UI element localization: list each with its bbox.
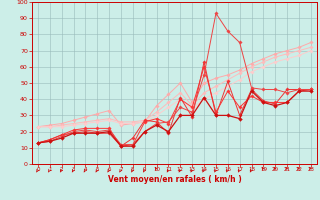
X-axis label: Vent moyen/en rafales ( km/h ): Vent moyen/en rafales ( km/h ) [108,175,241,184]
